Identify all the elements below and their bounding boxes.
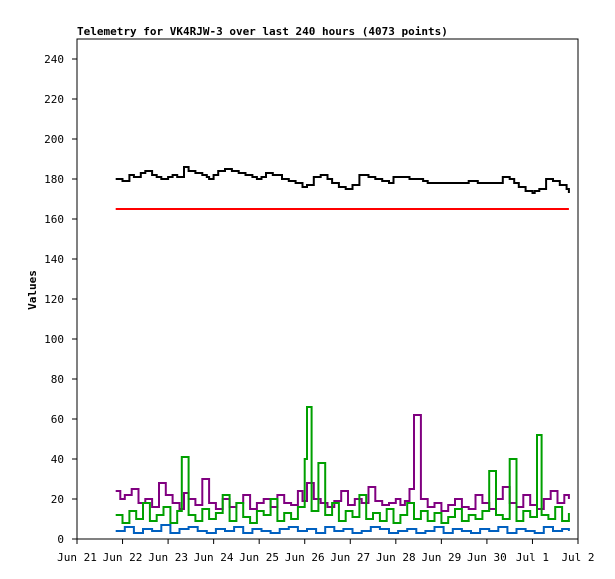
series-group [115,166,570,534]
x-tick-label: Jun 22 [103,551,143,564]
series-line-3 [115,406,570,524]
y-tick-label: 180 [44,173,64,186]
plot-area [77,39,578,539]
y-tick-label: 20 [51,493,64,506]
y-tick-label: 80 [51,373,64,386]
x-tick-label: Jun 27 [330,551,370,564]
y-tick-label: 140 [44,253,64,266]
y-axis: 0 20 40 60 80 100 120 140 160 180 200 220 240 [44,53,77,546]
y-tick-label: 240 [44,53,64,66]
x-tick-label: Jun 30 [467,551,507,564]
x-tick-label: Jun 29 [421,551,461,564]
y-axis-label: Values [26,270,39,310]
series-line-4 [115,524,570,534]
x-tick-label: Jun 21 [57,551,97,564]
y-tick-label: 120 [44,293,64,306]
plot-frame [76,38,579,540]
y-tick-label: 100 [44,333,64,346]
x-tick-label: Jun 23 [148,551,188,564]
x-tick-label: Jun 24 [194,551,234,564]
series-line-0 [115,166,570,194]
x-tick-label: Jun 26 [285,551,325,564]
y-tick-label: 60 [51,413,64,426]
y-tick-label: 160 [44,213,64,226]
x-axis: Jun 21 Jun 22 Jun 23 Jun 24 Jun 25 Jun 26 Jun … [57,539,595,564]
x-tick-label: Jul 2 [561,551,594,564]
x-tick-label: Jul 1 [516,551,549,564]
y-tick-label: 0 [57,533,64,546]
y-tick-label: 220 [44,93,64,106]
plot-border [76,38,579,540]
y-tick-label: 200 [44,133,64,146]
plot-background [77,39,578,539]
y-tick-label: 40 [51,453,64,466]
x-tick-label: Jun 25 [239,551,279,564]
x-tick-label: Jun 28 [376,551,416,564]
chart-title: Telemetry for VK4RJW-3 over last 240 hou… [77,25,448,38]
